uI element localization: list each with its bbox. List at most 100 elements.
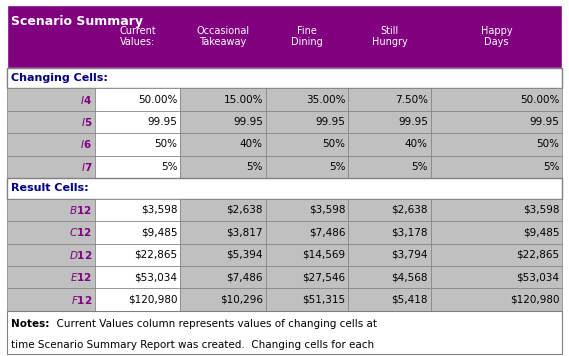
Text: 35.00%: 35.00% [306,94,345,105]
Text: Still
Hungry: Still Hungry [372,26,407,47]
FancyBboxPatch shape [431,111,562,133]
Text: $I$6: $I$6 [80,138,92,150]
FancyBboxPatch shape [180,111,266,133]
FancyBboxPatch shape [7,5,562,68]
FancyBboxPatch shape [348,244,431,266]
Text: 40%: 40% [405,139,428,150]
Text: 40%: 40% [240,139,263,150]
Text: $4,568: $4,568 [391,272,428,282]
Text: $I$5: $I$5 [81,116,92,128]
Text: 5%: 5% [543,162,559,172]
FancyBboxPatch shape [180,156,266,178]
Text: Result Cells:: Result Cells: [11,183,89,193]
FancyBboxPatch shape [180,199,266,221]
FancyBboxPatch shape [180,221,266,244]
FancyBboxPatch shape [7,133,95,156]
FancyBboxPatch shape [348,133,431,156]
Text: 99.95: 99.95 [147,117,178,127]
Text: $C$12: $C$12 [69,226,92,238]
FancyBboxPatch shape [7,178,562,199]
Text: Current
Values:: Current Values: [119,26,156,47]
Text: $3,598: $3,598 [141,205,178,215]
FancyBboxPatch shape [95,244,180,266]
FancyBboxPatch shape [348,288,431,311]
FancyBboxPatch shape [266,133,348,156]
FancyBboxPatch shape [95,133,180,156]
Text: $D$12: $D$12 [69,249,92,261]
FancyBboxPatch shape [7,156,95,178]
Text: Happy
Days: Happy Days [481,26,512,47]
FancyBboxPatch shape [431,244,562,266]
Text: $53,034: $53,034 [516,272,559,282]
Text: Notes:: Notes: [11,319,50,329]
Text: $120,980: $120,980 [128,294,178,305]
FancyBboxPatch shape [431,266,562,288]
FancyBboxPatch shape [95,156,180,178]
FancyBboxPatch shape [348,221,431,244]
Text: Scenario Summary: Scenario Summary [11,15,143,28]
Text: 5%: 5% [161,162,178,172]
Text: 5%: 5% [329,162,345,172]
FancyBboxPatch shape [431,156,562,178]
FancyBboxPatch shape [7,266,95,288]
Text: $3,598: $3,598 [523,205,559,215]
Text: $120,980: $120,980 [510,294,559,305]
Text: $3,178: $3,178 [391,227,428,237]
FancyBboxPatch shape [431,221,562,244]
Text: $27,546: $27,546 [302,272,345,282]
Text: $7,486: $7,486 [309,227,345,237]
Text: time Scenario Summary Report was created.  Changing cells for each: time Scenario Summary Report was created… [11,340,374,350]
FancyBboxPatch shape [7,311,562,354]
FancyBboxPatch shape [180,133,266,156]
FancyBboxPatch shape [95,266,180,288]
Text: $53,034: $53,034 [134,272,178,282]
Text: $I$7: $I$7 [81,161,92,173]
Text: Occasional
Takeaway: Occasional Takeaway [196,26,250,47]
FancyBboxPatch shape [431,133,562,156]
Text: 99.95: 99.95 [315,117,345,127]
Text: 99.95: 99.95 [529,117,559,127]
FancyBboxPatch shape [266,199,348,221]
FancyBboxPatch shape [7,88,95,111]
FancyBboxPatch shape [266,244,348,266]
Text: 99.95: 99.95 [233,117,263,127]
FancyBboxPatch shape [348,199,431,221]
FancyBboxPatch shape [95,221,180,244]
FancyBboxPatch shape [95,111,180,133]
Text: $I$4: $I$4 [80,94,92,105]
FancyBboxPatch shape [348,266,431,288]
FancyBboxPatch shape [95,288,180,311]
Text: $22,865: $22,865 [134,250,178,260]
FancyBboxPatch shape [7,199,95,221]
Text: 7.50%: 7.50% [395,94,428,105]
Text: $3,598: $3,598 [309,205,345,215]
Text: $5,418: $5,418 [391,294,428,305]
Text: $14,569: $14,569 [302,250,345,260]
Text: 50%: 50% [323,139,345,150]
FancyBboxPatch shape [431,88,562,111]
Text: $7,486: $7,486 [226,272,263,282]
FancyBboxPatch shape [266,221,348,244]
FancyBboxPatch shape [348,88,431,111]
FancyBboxPatch shape [266,156,348,178]
Text: 99.95: 99.95 [398,117,428,127]
Text: 50%: 50% [155,139,178,150]
Text: $B$12: $B$12 [69,204,92,216]
Text: $3,794: $3,794 [391,250,428,260]
Text: $2,638: $2,638 [226,205,263,215]
Text: 50%: 50% [537,139,559,150]
FancyBboxPatch shape [180,88,266,111]
Text: $9,485: $9,485 [141,227,178,237]
FancyBboxPatch shape [266,288,348,311]
Text: 15.00%: 15.00% [224,94,263,105]
Text: $F$12: $F$12 [71,294,92,305]
FancyBboxPatch shape [7,244,95,266]
Text: $10,296: $10,296 [220,294,263,305]
FancyBboxPatch shape [180,266,266,288]
Text: 50.00%: 50.00% [138,94,178,105]
Text: $E$12: $E$12 [70,271,92,283]
FancyBboxPatch shape [431,288,562,311]
FancyBboxPatch shape [348,156,431,178]
FancyBboxPatch shape [431,199,562,221]
FancyBboxPatch shape [348,111,431,133]
